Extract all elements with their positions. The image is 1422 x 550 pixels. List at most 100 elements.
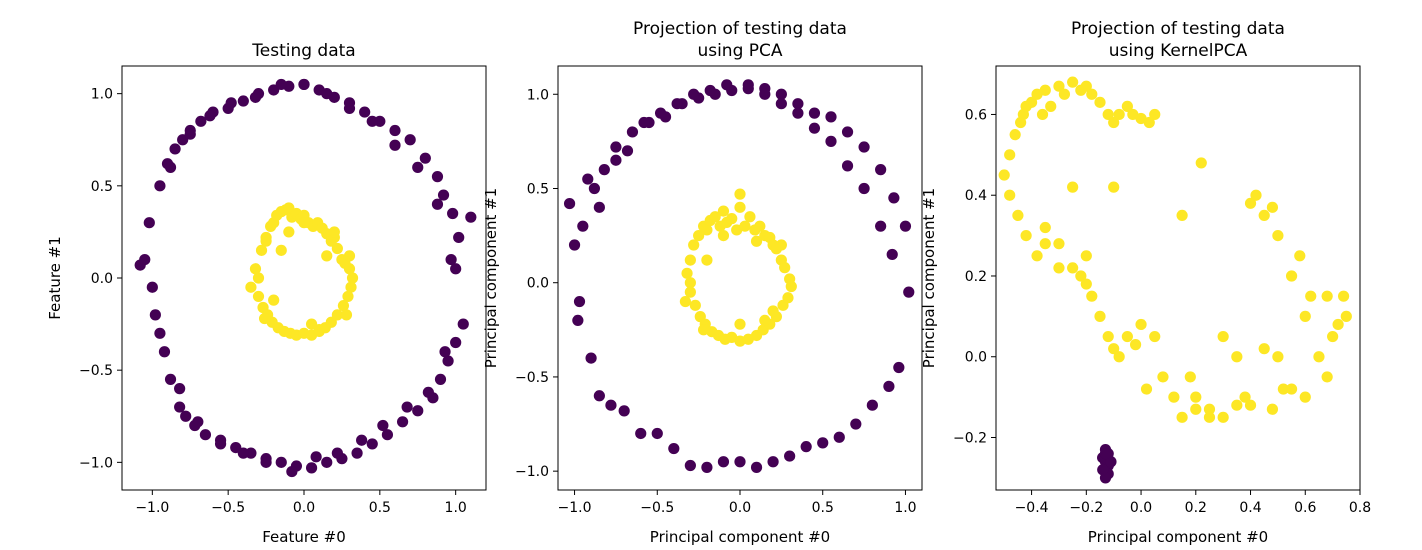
y-tick-label: −0.5 [515, 370, 549, 386]
axes-frame [995, 65, 1361, 491]
data-point-inner [255, 244, 268, 256]
data-point-inner [1168, 391, 1180, 403]
data-point-inner [283, 226, 295, 238]
data-point-outer [366, 438, 378, 450]
data-point-outer [174, 401, 186, 413]
chart-title-line-1: using KernelPCA [1109, 41, 1248, 61]
data-point-inner [701, 224, 713, 236]
data-point-outer [899, 220, 912, 232]
data-point-outer [204, 110, 216, 122]
data-point-outer [858, 182, 870, 195]
data-point-inner [1004, 149, 1016, 161]
chart-title-line-0: Projection of testing data [633, 19, 847, 39]
data-point-inner [1327, 330, 1339, 343]
data-point-inner [340, 309, 353, 321]
data-point-inner [1108, 343, 1120, 355]
data-point-inner [1294, 250, 1306, 262]
x-tick-label: 0.5 [812, 500, 834, 516]
data-point-inner [252, 290, 265, 303]
data-point-outer [445, 253, 457, 266]
x-tick-label: 0.0 [729, 500, 751, 516]
data-point-inner [275, 244, 287, 256]
data-point-outer [577, 220, 589, 232]
data-point-inner [1272, 351, 1284, 363]
y-tick-label: 0.2 [965, 269, 987, 285]
data-point-inner [1039, 221, 1051, 234]
y-tick-label: −1.0 [79, 455, 113, 471]
data-point-inner [1121, 100, 1133, 112]
data-point-outer [442, 355, 454, 367]
data-point-outer [582, 173, 594, 185]
data-point-outer [850, 418, 862, 430]
data-point-inner [1039, 84, 1051, 96]
data-point-inner [1176, 411, 1188, 423]
y-tick-label: 0.0 [965, 350, 987, 366]
data-point-inner [739, 220, 751, 232]
x-tick-label: 0.4 [1239, 500, 1261, 516]
x-axis-label: Principal component #0 [650, 528, 830, 546]
data-point-inner [1203, 411, 1216, 423]
data-point-inner [1340, 310, 1352, 322]
data-point-inner [1020, 230, 1032, 242]
data-point-outer [742, 83, 754, 95]
data-point-outer [192, 416, 204, 428]
data-point-inner [245, 281, 257, 293]
y-axis-label: Feature #1 [46, 236, 64, 320]
data-point-inner [328, 226, 340, 238]
data-point-outer [721, 79, 733, 91]
x-tick-label: 0.2 [1185, 500, 1207, 516]
data-point-outer [389, 124, 401, 137]
data-point-inner [1285, 270, 1298, 282]
data-point-outer [671, 98, 683, 110]
data-point-outer [817, 437, 829, 449]
data-point-inner [1094, 96, 1106, 108]
data-point-outer [351, 447, 363, 459]
data-point-inner [1217, 411, 1229, 423]
data-point-inner [1321, 290, 1333, 302]
x-tick-label: 0.6 [1294, 500, 1316, 516]
data-point-outer [825, 111, 837, 123]
data-point-outer [626, 126, 639, 138]
data-point-outer [858, 141, 870, 153]
data-point-inner [249, 263, 262, 275]
data-point-inner [684, 254, 696, 266]
data-point-inner [1321, 371, 1333, 383]
data-point-inner [1135, 318, 1147, 331]
data-point-inner [709, 211, 721, 223]
data-point-outer [563, 197, 576, 210]
data-point-outer [618, 405, 630, 417]
data-point-inner [1149, 330, 1161, 343]
data-point-inner [1313, 351, 1325, 363]
data-point-inner [684, 277, 696, 289]
data-point-outer [321, 88, 333, 100]
data-point-outer [412, 161, 424, 173]
data-point-outer [237, 95, 249, 107]
data-point-outer [767, 456, 779, 468]
y-tick-label: 0.5 [91, 179, 113, 195]
data-point-outer [750, 461, 763, 473]
y-tick-label: −0.5 [79, 363, 113, 379]
data-point-outer [158, 346, 171, 358]
series-inner [679, 188, 797, 347]
data-point-outer [886, 248, 898, 261]
data-point-outer [450, 263, 462, 275]
data-point-inner [1176, 209, 1188, 222]
chart-title-line-0: Testing data [251, 41, 355, 61]
x-tick-label: −0.5 [211, 500, 245, 516]
data-point-inner [1080, 250, 1092, 262]
data-point-inner [1053, 262, 1065, 274]
data-point-outer [154, 327, 166, 339]
y-axis-label: Principal component #1 [920, 188, 938, 368]
data-point-inner [1012, 209, 1024, 222]
data-point-inner [1053, 238, 1065, 250]
data-point-inner [785, 280, 797, 293]
data-point-outer [275, 78, 287, 91]
data-point-inner [1075, 270, 1087, 282]
data-point-inner [1258, 209, 1270, 222]
data-point-outer [249, 91, 262, 103]
data-point-outer [808, 122, 821, 134]
data-point-inner [782, 292, 794, 304]
data-point-outer [275, 456, 287, 468]
data-point-inner [1285, 383, 1298, 395]
y-tick-label: 0.0 [91, 271, 113, 287]
